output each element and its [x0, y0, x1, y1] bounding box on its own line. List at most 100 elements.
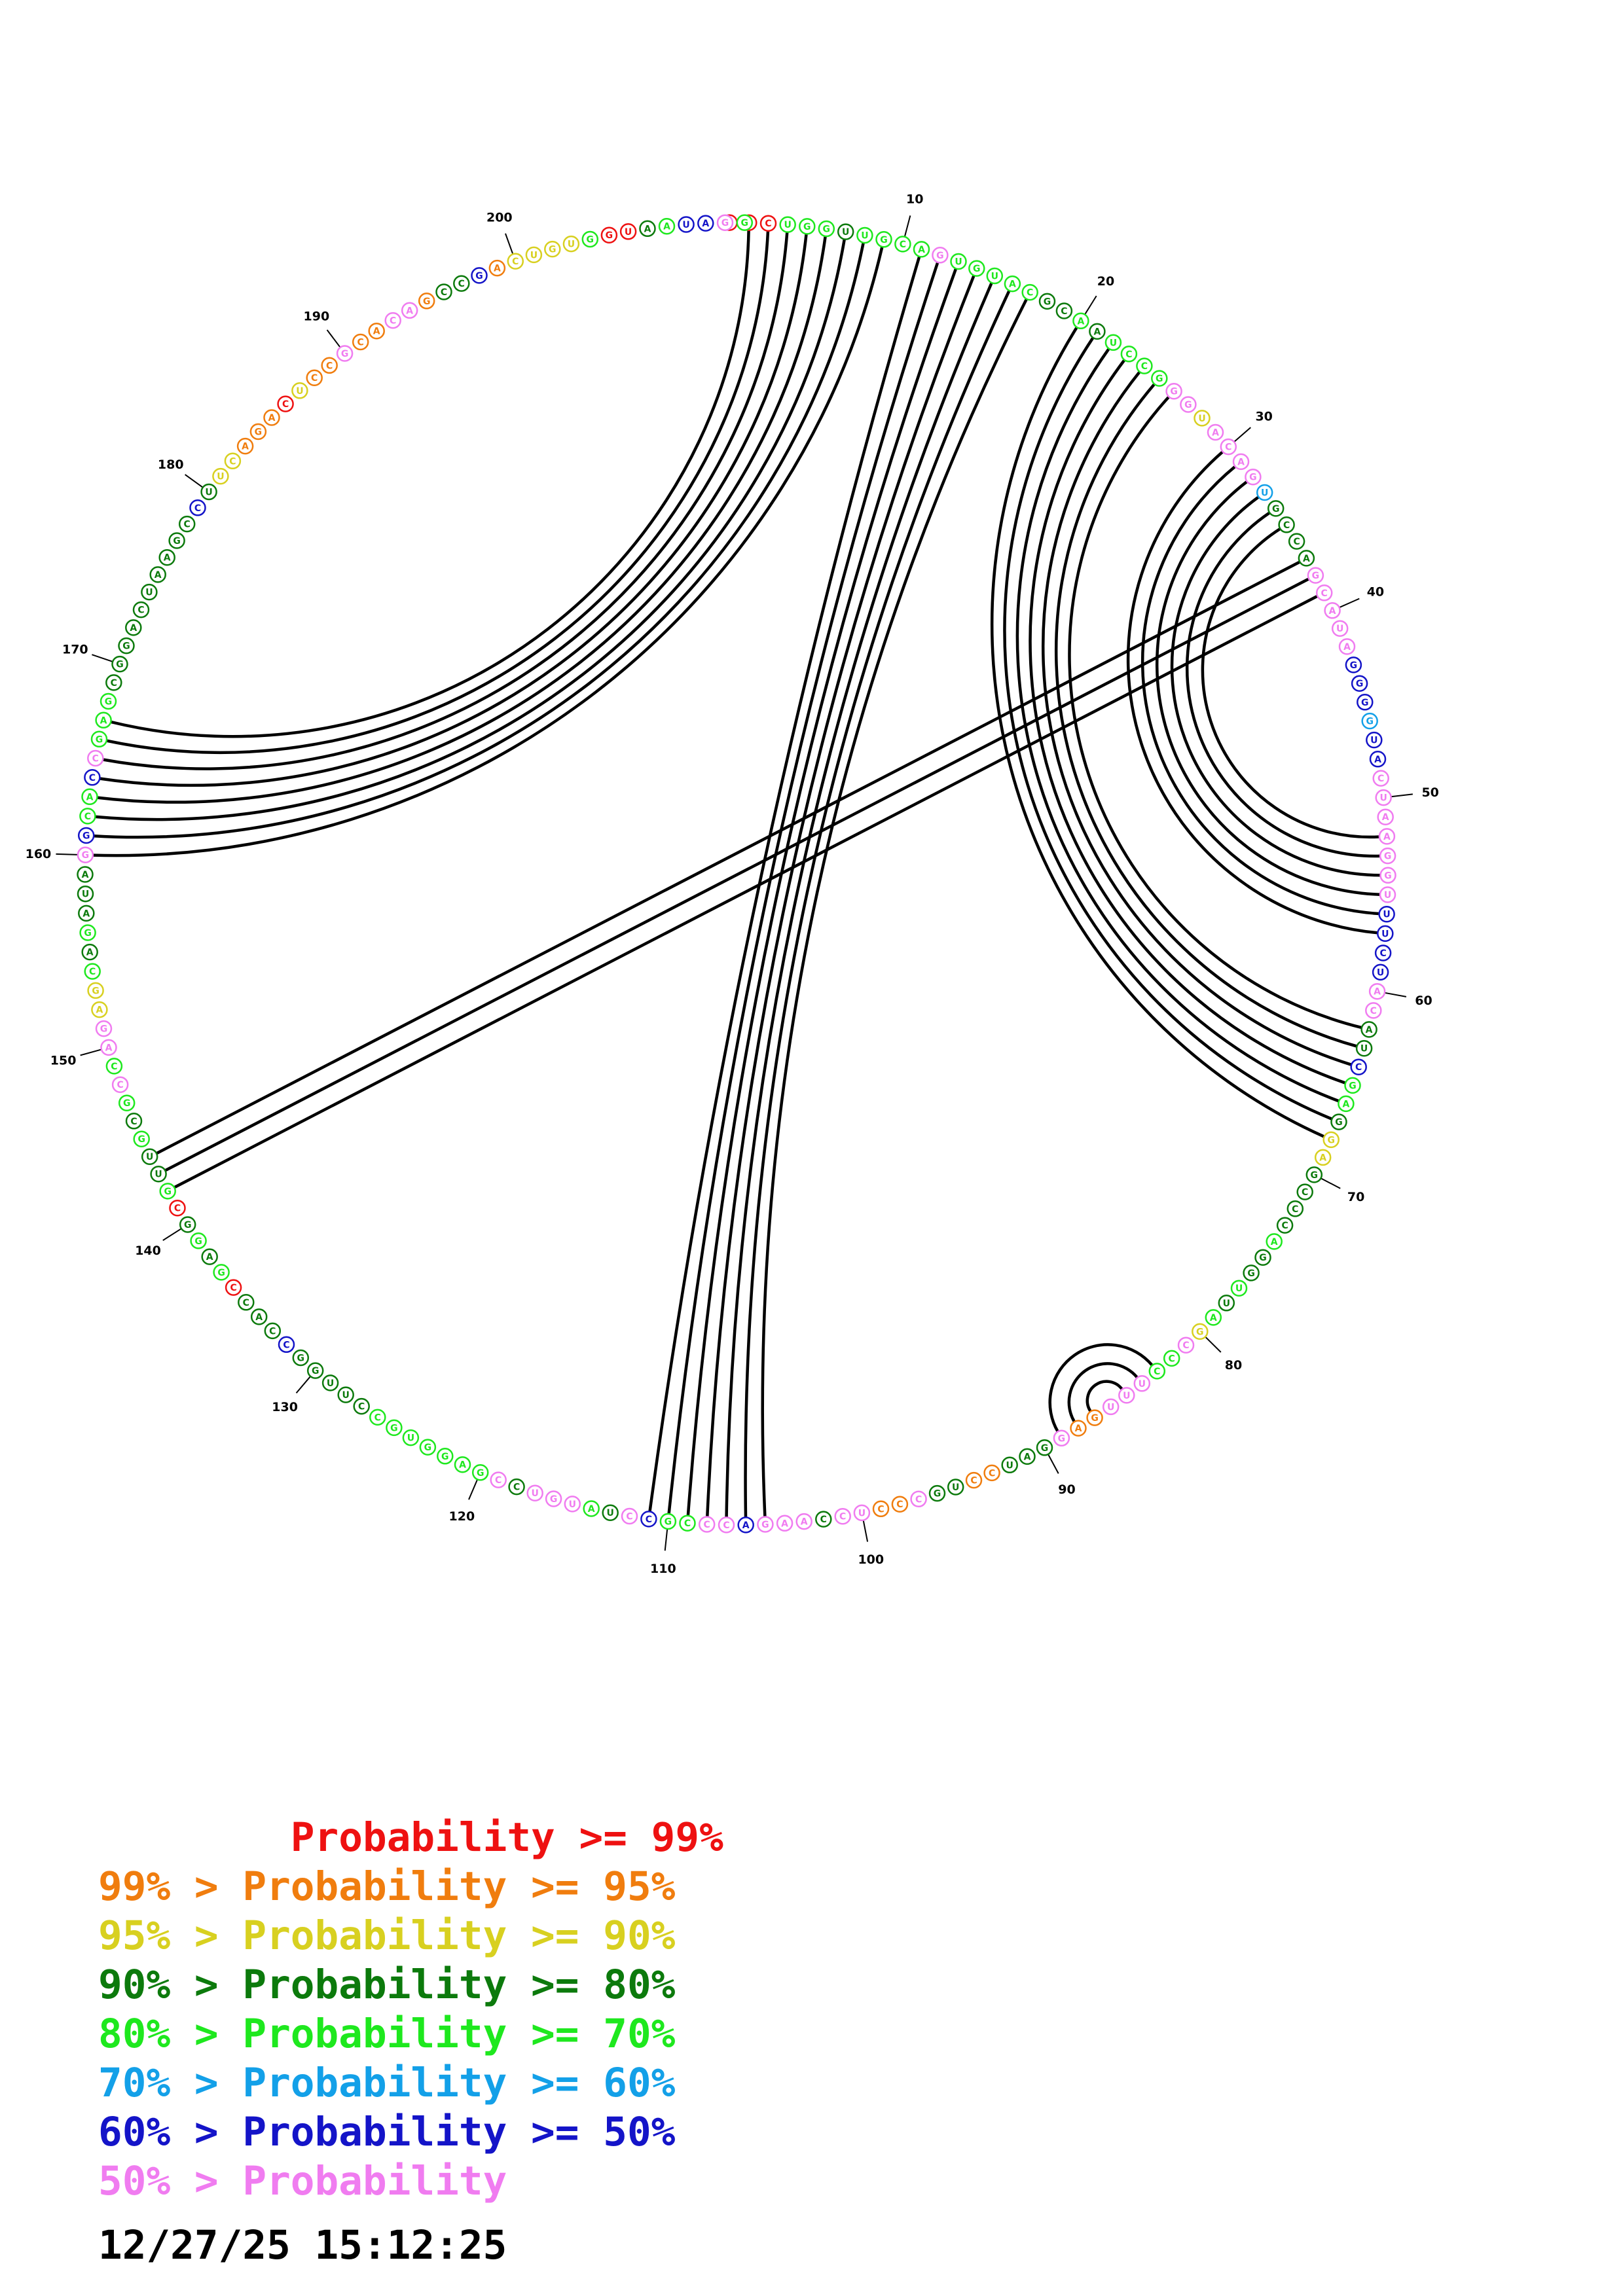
base-pair-arc	[1140, 465, 1379, 916]
nucleotide-letter: G	[1247, 1268, 1255, 1279]
nucleotide-circle	[1038, 293, 1056, 310]
nucleotide-letter: G	[1184, 400, 1192, 410]
nucleotide-letter: C	[896, 1499, 903, 1510]
base-pair-arc	[156, 560, 1301, 1155]
position-label: 130	[272, 1400, 298, 1414]
nucleotide-circle	[401, 302, 418, 319]
nucleotide-letter: G	[1249, 473, 1257, 483]
nucleotide-letter: G	[173, 536, 181, 547]
nucleotide-letter: G	[297, 1354, 305, 1364]
nucleotide-letter: C	[1169, 1354, 1175, 1364]
nucleotide-circle	[1372, 770, 1389, 787]
nucleotide-letter: U	[952, 1482, 959, 1493]
nucleotide-circle	[1267, 500, 1285, 517]
nucleotide-circle	[894, 236, 911, 253]
tick-line	[1391, 793, 1413, 798]
nucleotide-letter: G	[122, 641, 130, 652]
tick-line	[1084, 295, 1097, 315]
nucleotide-circle	[277, 395, 294, 412]
nucleotide-letter: G	[184, 1220, 192, 1230]
nucleotide-circle	[1375, 789, 1392, 806]
nucleotide-circle	[79, 808, 96, 825]
nucleotide-letter: C	[513, 1482, 520, 1493]
nucleotide-circle	[581, 230, 599, 248]
nucleotide-circle	[1372, 963, 1389, 981]
nucleotide-circle	[1330, 1113, 1347, 1130]
nucleotide-letter: U	[842, 227, 849, 238]
nucleotide-letter: A	[588, 1504, 595, 1515]
position-label: 40	[1367, 585, 1384, 600]
nucleotide-circle	[640, 1511, 657, 1528]
nucleotide-circle	[105, 674, 122, 691]
nucleotide-circle	[291, 382, 308, 399]
nucleotide-letter: C	[512, 257, 519, 267]
base-pair-arc	[667, 261, 939, 1515]
nucleotide-letter: C	[765, 219, 771, 229]
nucleotide-letter: G	[424, 1443, 432, 1453]
position-label: 70	[1347, 1190, 1364, 1204]
nucleotide-circle	[1019, 1448, 1036, 1465]
nucleotide-letter: A	[1024, 1452, 1031, 1462]
nucleotide-letter: G	[936, 251, 944, 261]
nucleotide-circle	[818, 220, 835, 238]
nucleotide-circle	[891, 1496, 909, 1513]
nucleotide-letter: A	[494, 264, 501, 274]
nucleotide-letter: G	[1058, 1433, 1066, 1444]
nucleotide-circle	[133, 1130, 150, 1147]
nucleotide-circle	[1296, 1183, 1313, 1200]
position-label: 110	[650, 1562, 676, 1576]
nucleotide-circle	[150, 1165, 167, 1183]
nucleotide-letter: C	[495, 1475, 501, 1486]
position-label: 30	[1255, 409, 1272, 423]
timestamp: 12/27/25 15:12:25	[98, 2222, 507, 2269]
nucleotide-circle	[1072, 312, 1089, 330]
nucleotide-circle	[679, 1515, 696, 1532]
nucleotide-letter: G	[423, 296, 431, 307]
nucleotide-letter: U	[145, 588, 153, 598]
nucleotide-letter: G	[1327, 1135, 1335, 1145]
base-pair-arc	[1048, 1343, 1154, 1433]
nucleotide-circle	[1089, 323, 1106, 340]
nucleotide-letter: A	[82, 908, 90, 919]
base-pair-arc	[106, 230, 770, 755]
nucleotide-letter: C	[269, 1326, 276, 1336]
nucleotide-circle	[1378, 828, 1396, 845]
nucleotide-letter: C	[89, 773, 96, 783]
nucleotide-letter: C	[839, 1512, 846, 1522]
nucleotide-circle	[1276, 1217, 1294, 1234]
nucleotide-circle	[776, 1515, 793, 1532]
tick-line	[903, 215, 911, 238]
nucleotide-letter: C	[900, 240, 906, 250]
nucleotide-circle	[111, 655, 128, 673]
nucleotide-circle	[306, 1362, 324, 1379]
nucleotide-circle	[200, 483, 217, 501]
base-pair-arc	[92, 246, 884, 857]
nucleotide-circle	[118, 637, 135, 655]
nucleotide-letter: G	[312, 1366, 319, 1376]
nucleotide-letter: C	[626, 1512, 632, 1522]
nucleotide-letter: C	[117, 1080, 123, 1090]
nucleotide-circle	[1286, 1200, 1304, 1217]
nucleotide-letter: U	[682, 220, 689, 230]
nucleotide-letter: U	[296, 386, 303, 397]
nucleotide-circle	[1338, 1095, 1355, 1113]
nucleotide-letter: C	[1283, 520, 1290, 531]
nucleotide-circle	[1331, 620, 1349, 637]
nucleotide-letter: A	[255, 1312, 263, 1323]
nucleotide-circle	[369, 1408, 386, 1426]
probability-legend: Probability >= 99% 99% > Probability >= …	[98, 1813, 723, 2206]
nucleotide-circle	[100, 1039, 117, 1056]
nucleotide-letter: A	[373, 327, 380, 337]
nucleotide-circle	[1355, 1039, 1373, 1057]
nucleotide-letter: C	[184, 520, 191, 530]
nucleotide-letter: A	[1319, 1153, 1326, 1163]
nucleotide-circle	[149, 566, 166, 583]
nucleotide-letter: C	[230, 1283, 236, 1293]
nucleotide-circle	[402, 1429, 420, 1446]
nucleotide-letter: C	[989, 1468, 995, 1479]
base-pair-arc	[99, 234, 808, 787]
nucleotide-letter: G	[1335, 1117, 1343, 1128]
nucleotide-letter: A	[1212, 428, 1219, 439]
nucleotide-letter: A	[1210, 1313, 1217, 1323]
nucleotide-letter: G	[217, 1268, 225, 1278]
